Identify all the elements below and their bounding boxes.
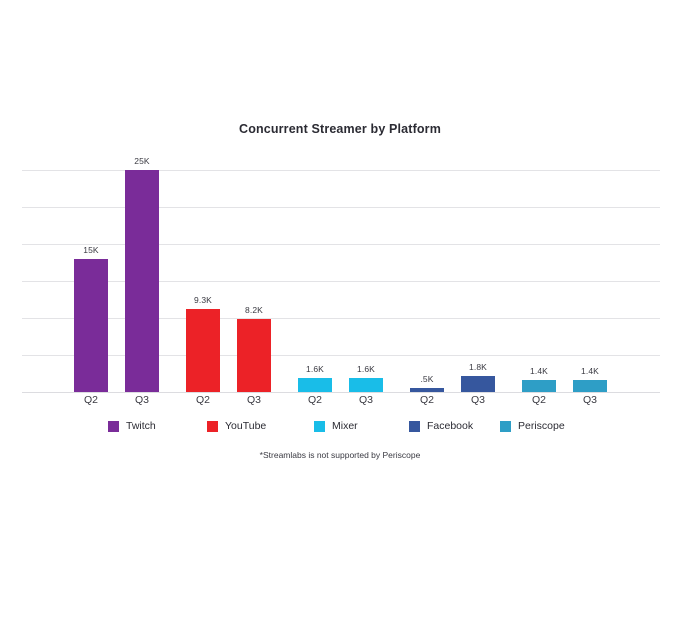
- bar-group[interactable]: 1.4K: [573, 170, 607, 392]
- x-axis-tick: Q3: [358, 394, 373, 406]
- legend-label: Mixer: [332, 420, 358, 432]
- bar[interactable]: [186, 309, 220, 392]
- bar-value-label: 25K: [134, 156, 150, 166]
- bar[interactable]: [461, 376, 495, 392]
- legend-label: Twitch: [126, 420, 156, 432]
- legend-item-periscope[interactable]: Periscope: [500, 421, 565, 432]
- x-axis-tick: Q3: [582, 394, 597, 406]
- legend-swatch-icon: [409, 421, 420, 432]
- gridline: [22, 207, 660, 208]
- x-axis-tick: Q2: [419, 394, 434, 406]
- bar-value-label: 1.4K: [530, 365, 548, 376]
- bar-group[interactable]: 25K: [125, 156, 159, 392]
- legend-label: YouTube: [225, 420, 267, 432]
- legend-swatch-icon: [207, 421, 218, 432]
- legend-item-twitch[interactable]: Twitch: [108, 421, 156, 432]
- legend-item-facebook[interactable]: Facebook: [409, 421, 473, 432]
- legend-label: Facebook: [427, 420, 474, 432]
- bar[interactable]: [410, 387, 444, 392]
- bar[interactable]: [74, 258, 108, 392]
- gridline: [22, 170, 660, 171]
- bar-value-label: 9.3K: [194, 295, 212, 306]
- bar-group[interactable]: 1.6K: [349, 170, 383, 392]
- bar-value-label: .5K: [420, 373, 434, 384]
- bar[interactable]: [298, 377, 332, 392]
- bar[interactable]: [522, 379, 556, 392]
- x-axis-tick: Q3: [134, 394, 149, 406]
- bar-value-label: 1.6K: [306, 363, 324, 374]
- x-axis-tick: Q2: [83, 394, 98, 406]
- bar[interactable]: [573, 379, 607, 392]
- chart-title: Concurrent Streamer by Platform: [239, 122, 441, 136]
- gridline: [22, 318, 660, 319]
- bar-group[interactable]: 1.6K: [298, 170, 332, 392]
- bar-group[interactable]: .5K: [410, 170, 444, 392]
- x-axis-tick: Q2: [195, 394, 210, 406]
- gridline: [22, 355, 660, 356]
- bar-value-label: 8.2K: [245, 305, 263, 316]
- bars-layer: 15K 25K 9.3K 8.2K 1.6K 1.6K .5K 1.8K 1.4K 1.4K: [0, 156, 680, 392]
- bar-value-label: 1.4K: [581, 365, 599, 376]
- x-axis-tick: Q3: [470, 394, 485, 406]
- bar-value-label: 15K: [83, 244, 99, 255]
- legend-swatch-icon: [500, 421, 511, 432]
- chart-footnote: *Streamlabs is not supported by Periscop…: [259, 450, 421, 460]
- plot-area: [22, 170, 660, 393]
- bar-group[interactable]: 8.2K: [237, 170, 271, 392]
- legend-swatch-icon: [108, 421, 119, 432]
- chart-legend: Twitch YouTube Mixer Facebook Periscope: [0, 421, 680, 439]
- bar[interactable]: [349, 377, 383, 392]
- bar-group[interactable]: 9.3K: [186, 170, 220, 392]
- bar-group[interactable]: 1.4K: [522, 170, 556, 392]
- gridline: [22, 244, 660, 245]
- gridline: [22, 281, 660, 282]
- axis-baseline: [22, 392, 660, 393]
- bar-value-label: 1.8K: [469, 362, 487, 373]
- legend-swatch-icon: [314, 421, 325, 432]
- legend-item-mixer[interactable]: Mixer: [314, 421, 358, 432]
- x-axis-tick: Q2: [531, 394, 546, 406]
- x-axis-tick: Q3: [246, 394, 261, 406]
- x-axis-tick: Q2: [307, 394, 322, 406]
- bar[interactable]: [237, 319, 271, 392]
- legend-label: Periscope: [518, 420, 565, 432]
- legend-item-youtube[interactable]: YouTube: [207, 421, 266, 432]
- bar-group[interactable]: 1.8K: [461, 170, 495, 392]
- bar-group[interactable]: 15K: [74, 170, 108, 392]
- x-axis-tick-labels: Q2 Q3 Q2 Q3 Q2 Q3 Q2 Q3 Q2 Q3: [0, 394, 680, 412]
- bar-value-label: 1.6K: [357, 363, 375, 374]
- bar[interactable]: [125, 170, 159, 392]
